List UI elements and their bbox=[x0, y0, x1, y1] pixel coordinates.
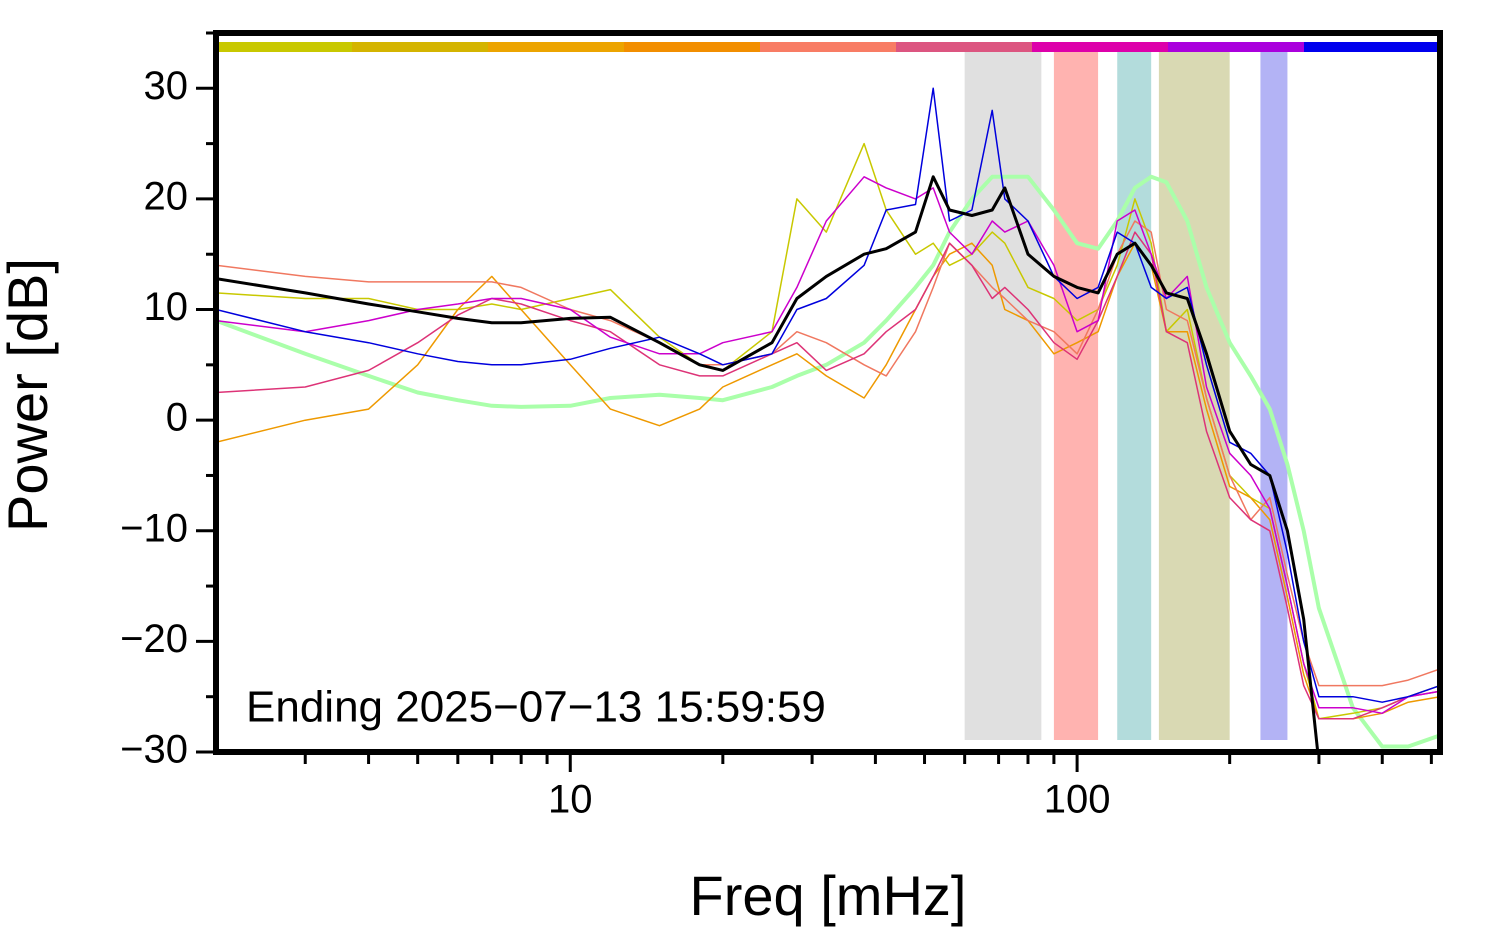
color-strip-segment bbox=[760, 42, 896, 52]
frequency-band bbox=[1117, 52, 1152, 740]
series-line bbox=[216, 87, 1440, 703]
color-strip-segment bbox=[1304, 42, 1440, 52]
y-axis-label: Power [dB] bbox=[0, 258, 59, 532]
y-tick-label: −30 bbox=[120, 728, 188, 772]
frequency-band bbox=[964, 52, 1042, 740]
y-tick-label: 0 bbox=[166, 396, 188, 440]
x-axis-label: Freq [mHz] bbox=[690, 864, 967, 927]
annotation: Ending 2025−07−13 15:59:59 bbox=[246, 683, 826, 732]
x-tick-label: 100 bbox=[1044, 778, 1111, 822]
y-tick-label: −20 bbox=[120, 617, 188, 661]
series-line bbox=[216, 220, 1440, 687]
color-strip-segment bbox=[624, 42, 760, 52]
series-line bbox=[216, 175, 1320, 752]
y-tick-label: 20 bbox=[144, 174, 189, 218]
color-strip-segment bbox=[488, 42, 624, 52]
color-strip-segment bbox=[1168, 42, 1304, 52]
series-line bbox=[216, 142, 1440, 720]
frequency-band bbox=[1053, 52, 1099, 740]
series-line bbox=[216, 174, 1440, 749]
x-tick-label: 10 bbox=[548, 778, 593, 822]
y-tick-label: 10 bbox=[144, 285, 189, 329]
series-line bbox=[216, 231, 1440, 720]
color-strip-segment bbox=[896, 42, 1032, 52]
plot-frame bbox=[213, 30, 1443, 755]
frequency-band bbox=[1260, 52, 1288, 740]
series-line bbox=[216, 176, 1440, 715]
color-strip-segment bbox=[352, 42, 488, 52]
y-tick-label: 30 bbox=[144, 64, 189, 108]
color-strip-segment bbox=[216, 42, 352, 52]
color-strip-segment bbox=[1032, 42, 1168, 52]
series-line bbox=[216, 242, 1440, 720]
y-tick-label: −10 bbox=[120, 506, 188, 550]
